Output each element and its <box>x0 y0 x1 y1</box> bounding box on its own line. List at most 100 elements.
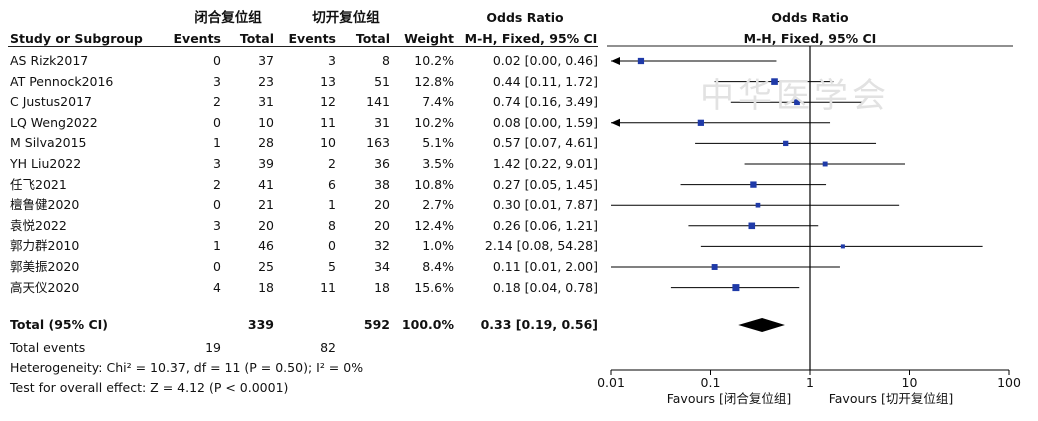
col-total2: Total <box>355 31 390 46</box>
row-events1: 1 <box>213 238 221 254</box>
row-events2: 11 <box>320 114 336 130</box>
row-events1: 1 <box>213 135 221 151</box>
total-events-e1: 19 <box>205 340 221 355</box>
row-weight: 3.5% <box>422 156 454 171</box>
row-study: LQ Weng2022 <box>10 114 98 130</box>
row-study: 任飞2021 <box>10 176 67 192</box>
row-weight: 12.4% <box>414 217 454 233</box>
study-marker <box>750 181 757 188</box>
row-study: 高天仪2020 <box>10 279 80 295</box>
row-total2: 32 <box>374 238 390 254</box>
row-total2: 31 <box>374 114 390 130</box>
row-events1: 2 <box>213 94 221 110</box>
row-ci: 0.11 [0.01, 2.00] <box>492 259 598 274</box>
row-total2: 18 <box>374 279 390 295</box>
row-events1: 0 <box>213 114 221 130</box>
total-events-e2: 82 <box>320 340 336 355</box>
x-tick-label: 1 <box>806 375 814 390</box>
row-study: C Justus2017 <box>10 94 92 110</box>
row-ci: 0.02 [0.00, 0.46] <box>492 53 598 68</box>
group2-header: 切开复位组 <box>312 10 380 26</box>
favours-right-label: Favours [切开复位组] <box>828 391 954 406</box>
total-n2: 592 <box>363 317 390 332</box>
pooled-diamond <box>738 318 785 332</box>
row-study: 郭力群2010 <box>10 238 80 254</box>
col-events2: Events <box>288 31 336 46</box>
row-total1: 23 <box>258 73 274 89</box>
study-marker <box>637 57 645 65</box>
row-total2: 34 <box>374 259 390 274</box>
study-marker <box>822 161 828 167</box>
row-total1: 37 <box>258 53 274 68</box>
odds-ratio-header: Odds Ratio <box>486 10 564 25</box>
row-ci: 0.30 [0.01, 7.87] <box>492 197 598 213</box>
row-weight: 2.7% <box>422 197 454 213</box>
row-weight: 10.8% <box>414 176 454 192</box>
x-tick-label: 100 <box>997 375 1021 390</box>
plot-method-header: M-H, Fixed, 95% CI <box>743 31 877 46</box>
x-tick-label: 10 <box>902 375 918 390</box>
row-total1: 31 <box>258 94 274 110</box>
row-study: AT Pennock2016 <box>10 73 114 89</box>
row-total2: 20 <box>374 197 390 213</box>
study-marker <box>794 99 800 106</box>
total-ci: 0.33 [0.19, 0.56] <box>480 317 598 332</box>
row-study: 郭美振2020 <box>10 259 80 274</box>
row-total1: 18 <box>258 279 274 295</box>
x-tick-label: 0.1 <box>701 375 721 390</box>
row-total2: 51 <box>374 73 390 89</box>
row-events2: 1 <box>328 197 336 213</box>
row-total1: 10 <box>258 114 274 130</box>
row-events2: 10 <box>320 135 336 151</box>
ci-arrow <box>611 57 620 65</box>
total-weight: 100.0% <box>401 317 454 332</box>
total-events-label: Total events <box>10 340 86 355</box>
row-study: AS Rizk2017 <box>10 53 89 68</box>
heterogeneity-text: Heterogeneity: Chi² = 10.37, df = 11 (P … <box>10 360 364 375</box>
row-ci: 2.14 [0.08, 54.28] <box>484 238 598 254</box>
study-marker <box>771 78 778 85</box>
odds-ratio-plot-header: Odds Ratio <box>771 10 849 25</box>
row-ci: 0.18 [0.04, 0.78] <box>492 279 598 295</box>
row-events1: 2 <box>213 176 221 192</box>
row-ci: 0.44 [0.11, 1.72] <box>492 73 598 89</box>
row-study: YH Liu2022 <box>10 156 82 171</box>
row-ci: 0.08 [0.00, 1.59] <box>492 114 598 130</box>
total-n1: 339 <box>247 317 274 332</box>
row-events2: 0 <box>328 238 336 254</box>
row-events2: 6 <box>328 176 336 192</box>
group1-header: 闭合复位组 <box>194 10 262 26</box>
row-ci: 0.57 [0.07, 4.61] <box>492 135 598 151</box>
row-weight: 7.4% <box>422 94 454 110</box>
study-marker <box>697 119 704 126</box>
row-events2: 13 <box>320 73 336 89</box>
col-method: M-H, Fixed, 95% CI <box>464 31 598 46</box>
col-events1: Events <box>173 31 221 46</box>
study-marker <box>748 222 756 230</box>
row-weight: 10.2% <box>414 114 454 130</box>
row-weight: 5.1% <box>422 135 454 151</box>
row-total1: 20 <box>258 217 274 233</box>
row-weight: 1.0% <box>422 238 454 254</box>
row-events1: 3 <box>213 73 221 89</box>
total-label: Total (95% CI) <box>10 317 109 332</box>
x-tick-label: 0.01 <box>597 375 625 390</box>
study-marker <box>840 244 845 249</box>
row-events2: 8 <box>328 217 336 233</box>
study-marker <box>783 140 789 147</box>
row-ci: 1.42 [0.22, 9.01] <box>492 156 598 171</box>
row-total2: 141 <box>366 94 390 110</box>
study-marker <box>732 284 740 292</box>
overall-effect-text: Test for overall effect: Z = 4.12 (P < 0… <box>10 380 289 395</box>
row-ci: 0.27 [0.05, 1.45] <box>492 176 598 192</box>
row-events2: 2 <box>328 156 336 171</box>
col-weight: Weight <box>404 31 454 46</box>
study-marker <box>711 264 718 270</box>
row-events2: 11 <box>320 279 336 295</box>
row-total1: 46 <box>258 238 274 254</box>
header-rule <box>8 46 598 47</box>
row-weight: 12.8% <box>414 73 454 89</box>
ci-arrow <box>611 118 620 127</box>
row-study: 袁悦2022 <box>10 217 67 233</box>
